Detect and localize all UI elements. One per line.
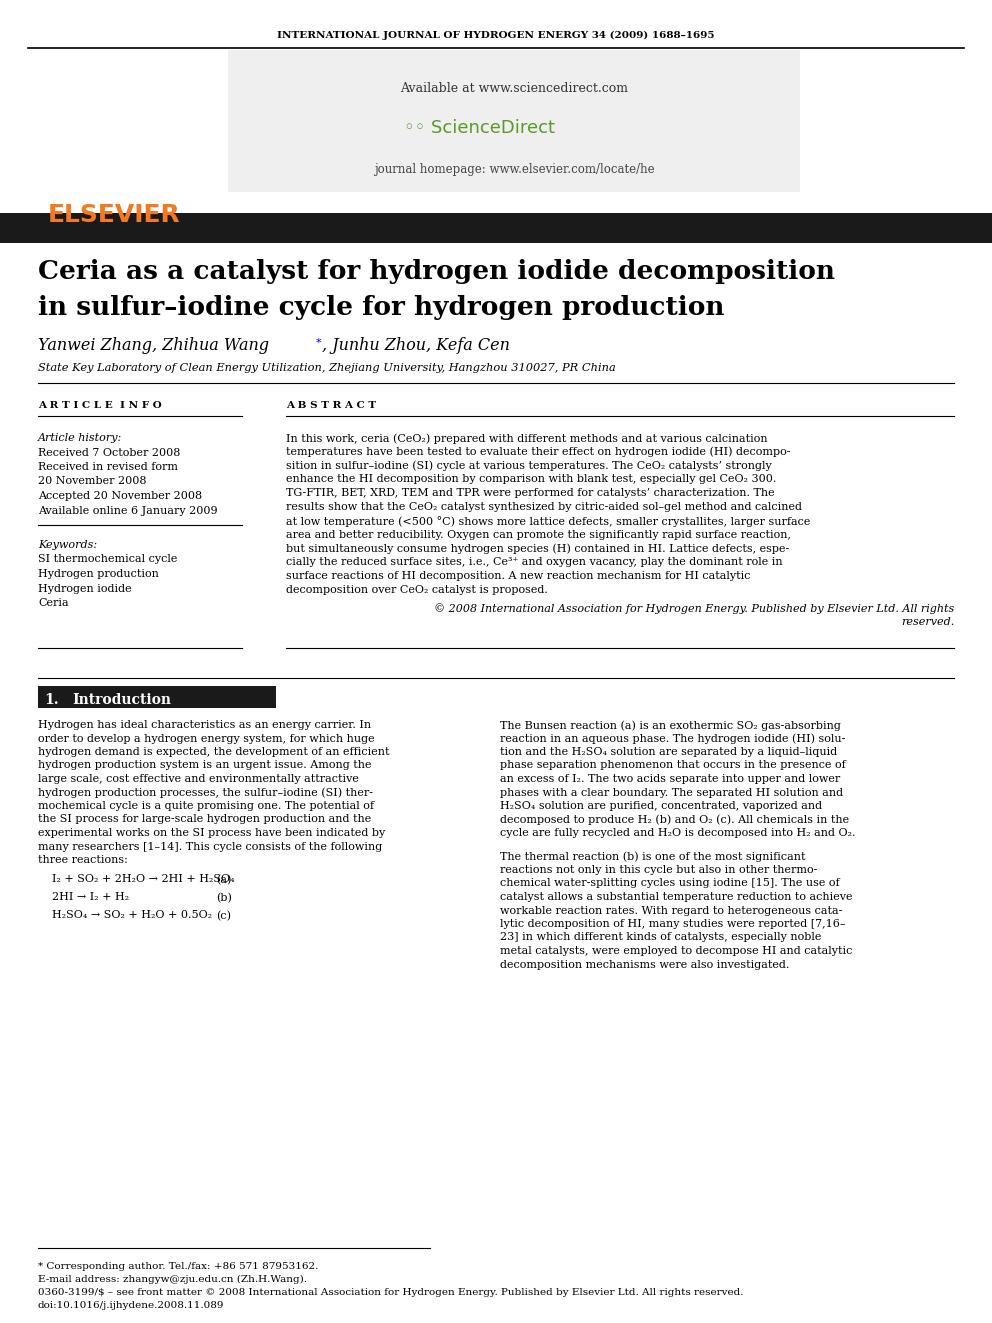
Text: H₂SO₄ solution are purified, concentrated, vaporized and: H₂SO₄ solution are purified, concentrate…: [500, 800, 822, 811]
Text: catalyst allows a substantial temperature reduction to achieve: catalyst allows a substantial temperatur…: [500, 892, 852, 902]
Text: metal catalysts, were employed to decompose HI and catalytic: metal catalysts, were employed to decomp…: [500, 946, 852, 957]
Text: three reactions:: three reactions:: [38, 855, 128, 865]
Text: The Bunsen reaction (a) is an exothermic SO₂ gas-absorbing: The Bunsen reaction (a) is an exothermic…: [500, 720, 841, 730]
Text: 0360-3199/$ – see front matter © 2008 International Association for Hydrogen Ene: 0360-3199/$ – see front matter © 2008 In…: [38, 1289, 743, 1297]
Text: experimental works on the SI process have been indicated by: experimental works on the SI process hav…: [38, 828, 385, 837]
Text: tion and the H₂SO₄ solution are separated by a liquid–liquid: tion and the H₂SO₄ solution are separate…: [500, 747, 837, 757]
Text: E-mail address: zhangyw@zju.edu.cn (Zh.H.Wang).: E-mail address: zhangyw@zju.edu.cn (Zh.H…: [38, 1275, 307, 1285]
FancyBboxPatch shape: [228, 50, 800, 192]
Text: , Junhu Zhou, Kefa Cen: , Junhu Zhou, Kefa Cen: [322, 337, 510, 355]
Text: A B S T R A C T: A B S T R A C T: [286, 401, 376, 410]
Text: Hydrogen iodide: Hydrogen iodide: [38, 583, 132, 594]
Text: Received 7 October 2008: Received 7 October 2008: [38, 447, 181, 458]
Text: doi:10.1016/j.ijhydene.2008.11.089: doi:10.1016/j.ijhydene.2008.11.089: [38, 1301, 224, 1310]
Text: © 2008 International Association for Hydrogen Energy. Published by Elsevier Ltd.: © 2008 International Association for Hyd…: [434, 603, 954, 614]
Text: (b): (b): [216, 893, 232, 902]
Text: * Corresponding author. Tel./fax: +86 571 87953162.: * Corresponding author. Tel./fax: +86 57…: [38, 1262, 318, 1271]
FancyBboxPatch shape: [0, 213, 992, 243]
Text: 1.: 1.: [44, 693, 59, 706]
Text: Available online 6 January 2009: Available online 6 January 2009: [38, 505, 217, 516]
Text: TG-FTIR, BET, XRD, TEM and TPR were performed for catalysts’ characterization. T: TG-FTIR, BET, XRD, TEM and TPR were perf…: [286, 488, 775, 499]
Text: surface reactions of HI decomposition. A new reaction mechanism for HI catalytic: surface reactions of HI decomposition. A…: [286, 572, 751, 581]
Text: hydrogen production processes, the sulfur–iodine (SI) ther-: hydrogen production processes, the sulfu…: [38, 787, 373, 798]
Text: H₂SO₄ → SO₂ + H₂O + 0.5O₂: H₂SO₄ → SO₂ + H₂O + 0.5O₂: [52, 910, 212, 921]
Text: large scale, cost effective and environmentally attractive: large scale, cost effective and environm…: [38, 774, 359, 785]
Text: *: *: [316, 337, 321, 348]
Text: in sulfur–iodine cycle for hydrogen production: in sulfur–iodine cycle for hydrogen prod…: [38, 295, 724, 320]
Text: Yanwei Zhang, Zhihua Wang: Yanwei Zhang, Zhihua Wang: [38, 337, 269, 355]
Text: State Key Laboratory of Clean Energy Utilization, Zhejiang University, Hangzhou : State Key Laboratory of Clean Energy Uti…: [38, 363, 616, 373]
Text: mochemical cycle is a quite promising one. The potential of: mochemical cycle is a quite promising on…: [38, 800, 374, 811]
Text: decomposition over CeO₂ catalyst is proposed.: decomposition over CeO₂ catalyst is prop…: [286, 585, 548, 595]
Text: Ceria: Ceria: [38, 598, 68, 609]
Text: workable reaction rates. With regard to heterogeneous cata-: workable reaction rates. With regard to …: [500, 905, 842, 916]
Text: lytic decomposition of HI, many studies were reported [7,16–: lytic decomposition of HI, many studies …: [500, 919, 845, 929]
Text: but simultaneously consume hydrogen species (H) contained in HI. Lattice defects: but simultaneously consume hydrogen spec…: [286, 544, 790, 554]
Text: (a): (a): [216, 875, 231, 885]
Text: The thermal reaction (b) is one of the most significant: The thermal reaction (b) is one of the m…: [500, 852, 806, 863]
Text: an excess of I₂. The two acids separate into upper and lower: an excess of I₂. The two acids separate …: [500, 774, 840, 785]
Text: SI thermochemical cycle: SI thermochemical cycle: [38, 554, 178, 565]
Text: 20 November 2008: 20 November 2008: [38, 476, 147, 487]
Text: In this work, ceria (CeO₂) prepared with different methods and at various calcin: In this work, ceria (CeO₂) prepared with…: [286, 433, 768, 443]
Text: Article history:: Article history:: [38, 433, 122, 443]
Text: Keywords:: Keywords:: [38, 540, 97, 550]
Text: reserved.: reserved.: [901, 618, 954, 627]
Text: chemical water-splitting cycles using iodine [15]. The use of: chemical water-splitting cycles using io…: [500, 878, 839, 889]
Text: reactions not only in this cycle but also in other thermo-: reactions not only in this cycle but als…: [500, 865, 817, 875]
Text: (c): (c): [216, 910, 231, 921]
Text: area and better reducibility. Oxygen can promote the significantly rapid surface: area and better reducibility. Oxygen can…: [286, 529, 791, 540]
Text: decomposed to produce H₂ (b) and O₂ (c). All chemicals in the: decomposed to produce H₂ (b) and O₂ (c).…: [500, 815, 849, 826]
Text: 2HI → I₂ + H₂: 2HI → I₂ + H₂: [52, 893, 129, 902]
Text: many researchers [1–14]. This cycle consists of the following: many researchers [1–14]. This cycle cons…: [38, 841, 382, 852]
Text: cially the reduced surface sites, i.e., Ce³⁺ and oxygen vacancy, play the domina: cially the reduced surface sites, i.e., …: [286, 557, 783, 568]
Text: Hydrogen has ideal characteristics as an energy carrier. In: Hydrogen has ideal characteristics as an…: [38, 720, 371, 730]
Text: decomposition mechanisms were also investigated.: decomposition mechanisms were also inves…: [500, 959, 790, 970]
Text: Available at www.sciencedirect.com: Available at www.sciencedirect.com: [400, 82, 628, 94]
Text: temperatures have been tested to evaluate their effect on hydrogen iodide (HI) d: temperatures have been tested to evaluat…: [286, 447, 791, 458]
Text: Hydrogen production: Hydrogen production: [38, 569, 159, 579]
Text: A R T I C L E  I N F O: A R T I C L E I N F O: [38, 401, 162, 410]
Text: Received in revised form: Received in revised form: [38, 462, 178, 472]
Text: enhance the HI decomposition by comparison with blank test, especially gel CeO₂ : enhance the HI decomposition by comparis…: [286, 475, 777, 484]
Text: phases with a clear boundary. The separated HI solution and: phases with a clear boundary. The separa…: [500, 787, 843, 798]
FancyBboxPatch shape: [38, 687, 276, 708]
Text: Introduction: Introduction: [72, 693, 171, 706]
Text: order to develop a hydrogen energy system, for which huge: order to develop a hydrogen energy syste…: [38, 733, 375, 744]
Text: journal homepage: www.elsevier.com/locate/he: journal homepage: www.elsevier.com/locat…: [374, 164, 655, 176]
Text: 23] in which different kinds of catalysts, especially noble: 23] in which different kinds of catalyst…: [500, 933, 821, 942]
Text: phase separation phenomenon that occurs in the presence of: phase separation phenomenon that occurs …: [500, 761, 846, 770]
Text: ◦◦ ScienceDirect: ◦◦ ScienceDirect: [405, 119, 556, 138]
Text: I₂ + SO₂ + 2H₂O → 2HI + H₂SO₄: I₂ + SO₂ + 2H₂O → 2HI + H₂SO₄: [52, 875, 235, 885]
Text: results show that the CeO₂ catalyst synthesized by citric-aided sol–gel method a: results show that the CeO₂ catalyst synt…: [286, 501, 802, 512]
Text: hydrogen demand is expected, the development of an efficient: hydrogen demand is expected, the develop…: [38, 747, 390, 757]
Text: Accepted 20 November 2008: Accepted 20 November 2008: [38, 491, 202, 501]
Text: cycle are fully recycled and H₂O is decomposed into H₂ and O₂.: cycle are fully recycled and H₂O is deco…: [500, 828, 855, 837]
Text: at low temperature (<500 °C) shows more lattice defects, smaller crystallites, l: at low temperature (<500 °C) shows more …: [286, 516, 810, 527]
Text: the SI process for large-scale hydrogen production and the: the SI process for large-scale hydrogen …: [38, 815, 371, 824]
Text: hydrogen production system is an urgent issue. Among the: hydrogen production system is an urgent …: [38, 761, 371, 770]
Text: ELSEVIER: ELSEVIER: [48, 202, 181, 228]
Text: Ceria as a catalyst for hydrogen iodide decomposition: Ceria as a catalyst for hydrogen iodide …: [38, 259, 835, 284]
Text: INTERNATIONAL JOURNAL OF HYDROGEN ENERGY 34 (2009) 1688–1695: INTERNATIONAL JOURNAL OF HYDROGEN ENERGY…: [277, 30, 715, 40]
Text: sition in sulfur–iodine (SI) cycle at various temperatures. The CeO₂ catalysts’ : sition in sulfur–iodine (SI) cycle at va…: [286, 460, 772, 471]
Text: reaction in an aqueous phase. The hydrogen iodide (HI) solu-: reaction in an aqueous phase. The hydrog…: [500, 733, 845, 744]
